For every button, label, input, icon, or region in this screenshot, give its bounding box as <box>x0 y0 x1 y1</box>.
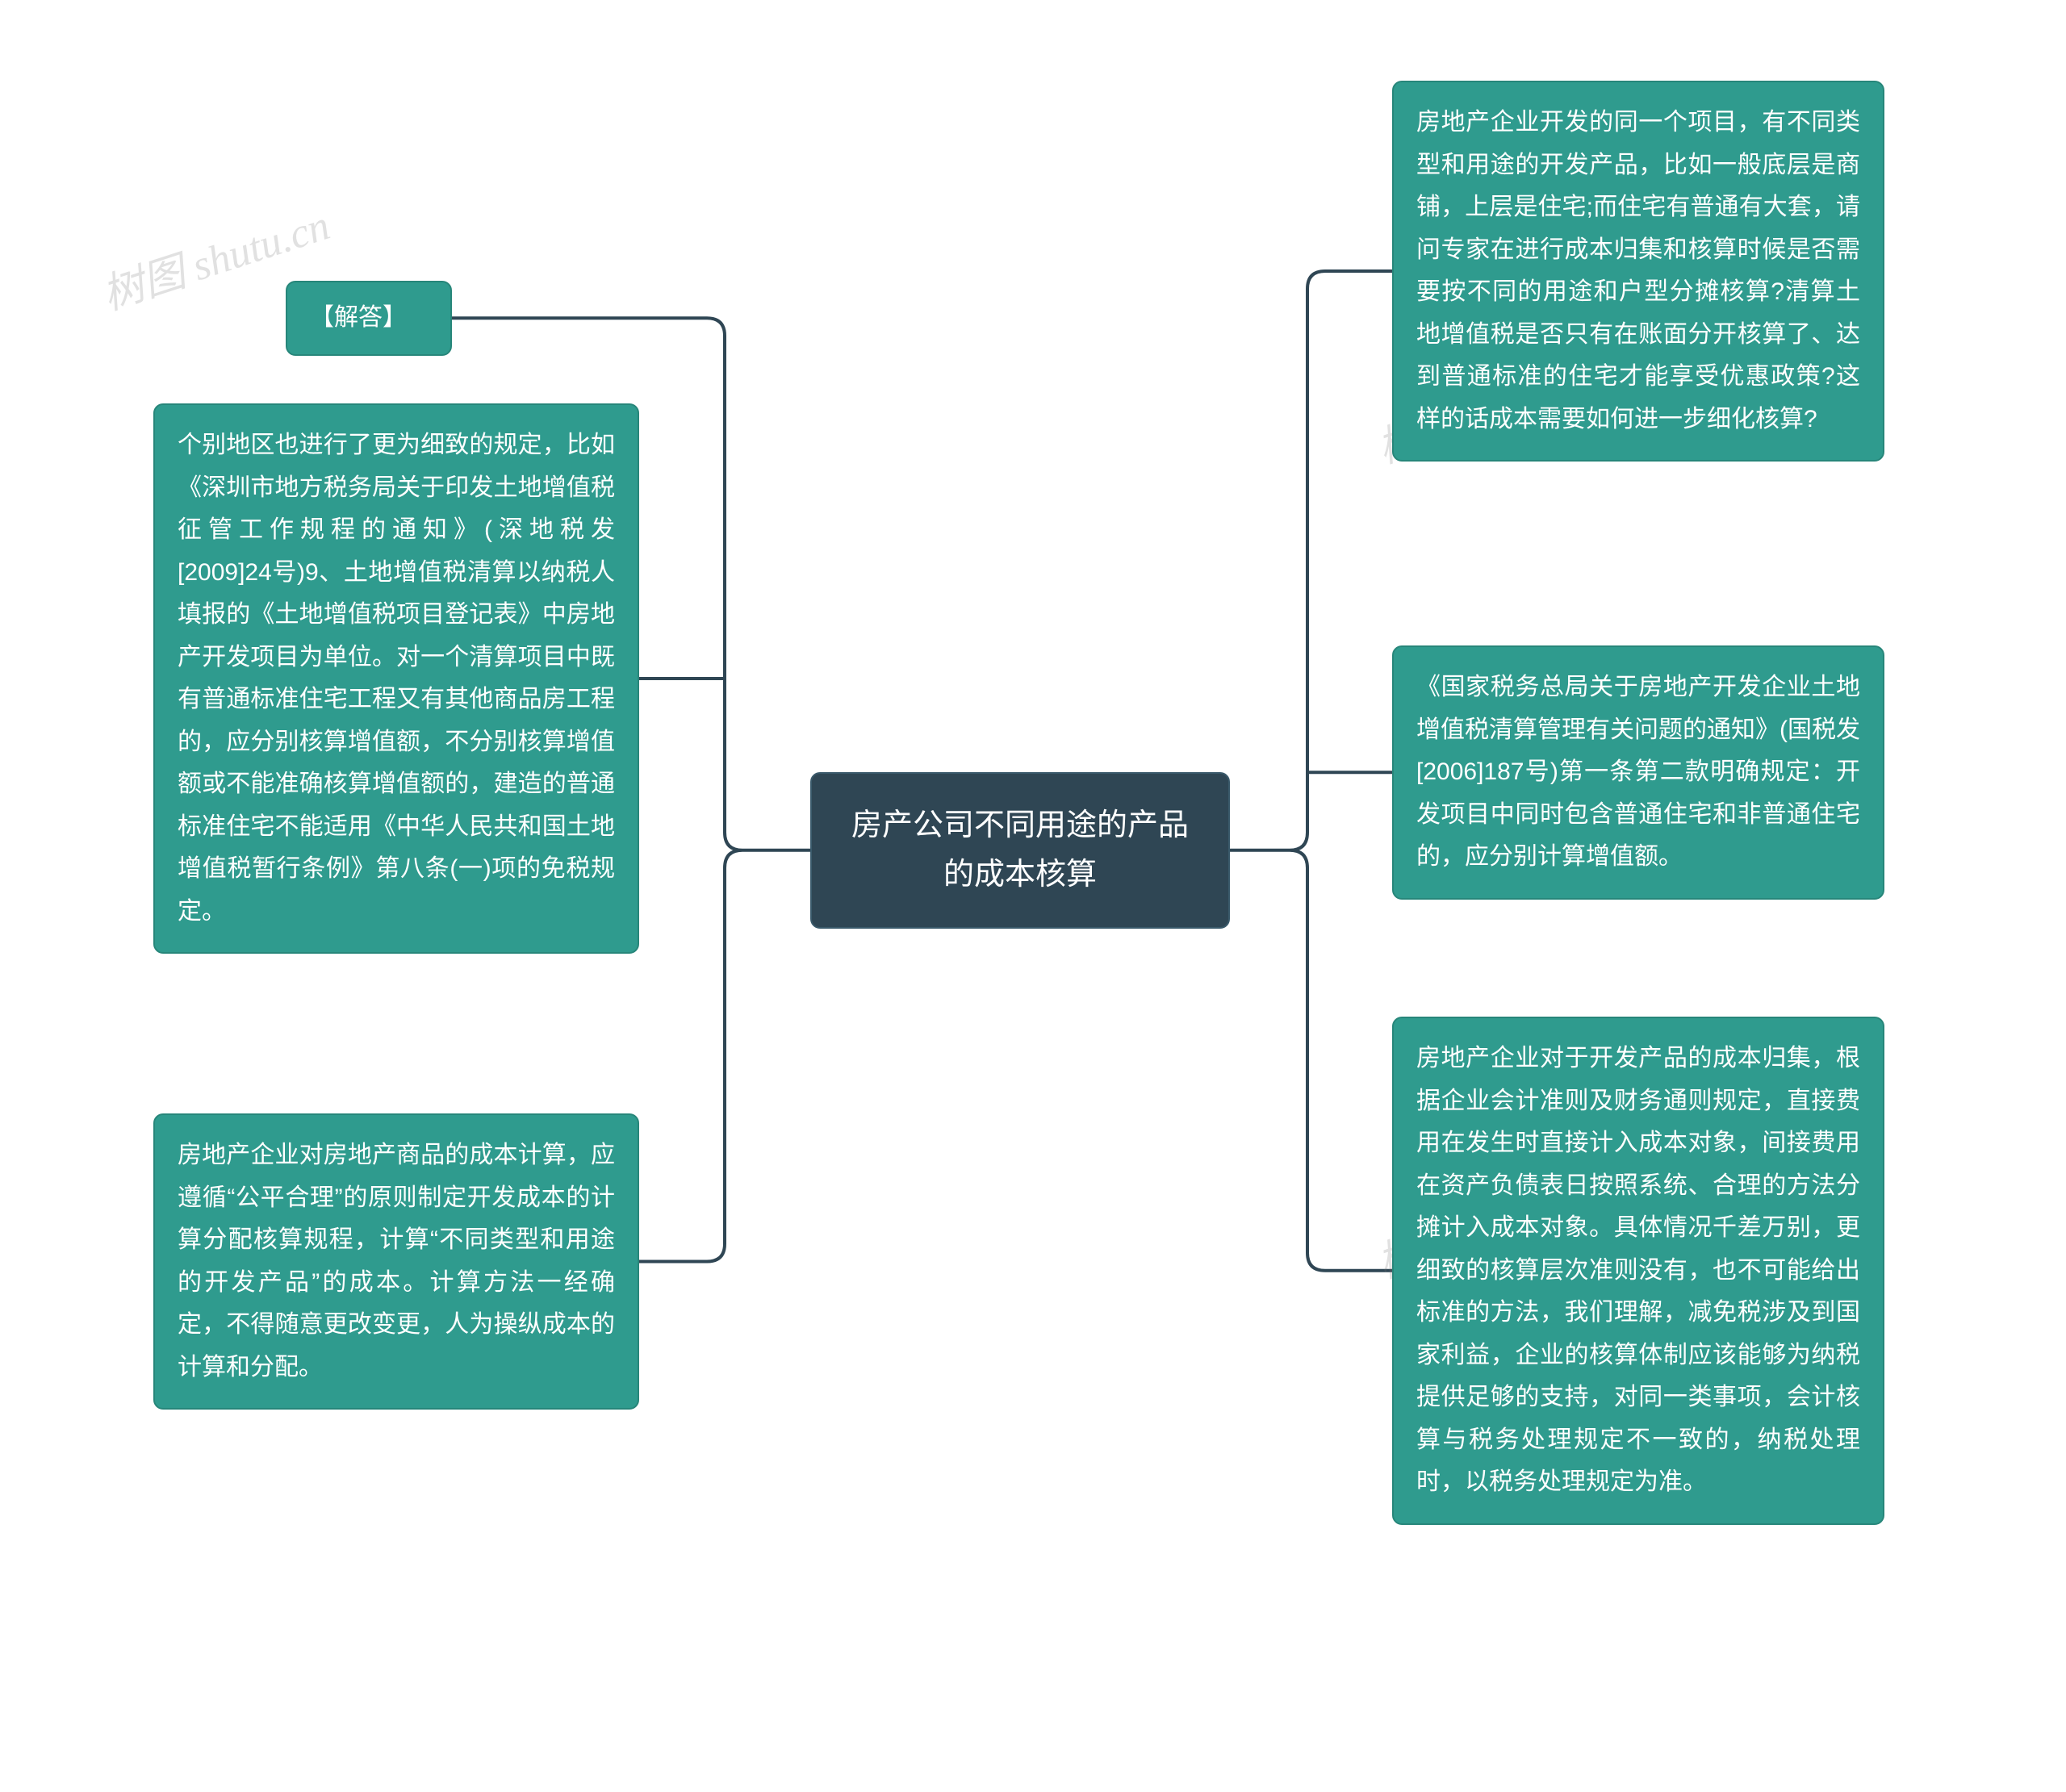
left-node-regional-rules: 个别地区也进行了更为细致的规定，比如《深圳市地方税务局关于印发土地增值税征管工作… <box>153 403 639 954</box>
left-node-answer-tag: 【解答】 <box>286 281 452 356</box>
center-title-line1: 房产公司不同用途的产品 <box>836 801 1204 850</box>
right-node-cost-collection: 房地产企业对于开发产品的成本归集，根据企业会计准则及财务通则规定，直接费用在发生… <box>1392 1017 1884 1525</box>
right-node-question: 房地产企业开发的同一个项目，有不同类型和用途的开发产品，比如一般底层是商铺，上层… <box>1392 81 1884 462</box>
center-title-line2: 的成本核算 <box>836 850 1204 900</box>
left-node-cost-principle: 房地产企业对房地产商品的成本计算，应遵循“公平合理”的原则制定开发成本的计算分配… <box>153 1113 639 1410</box>
center-node: 房产公司不同用途的产品 的成本核算 <box>810 772 1230 929</box>
right-node-tax-notice: 《国家税务总局关于房地产开发企业土地增值税清算管理有关问题的通知》(国税发[20… <box>1392 645 1884 900</box>
